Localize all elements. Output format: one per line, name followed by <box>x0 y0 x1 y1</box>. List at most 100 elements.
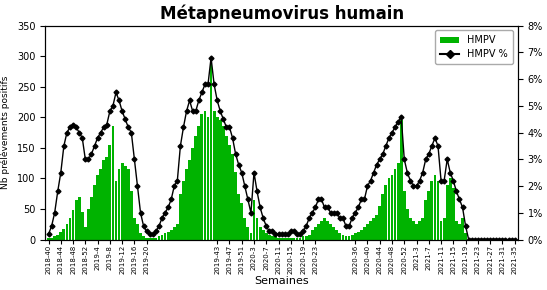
Bar <box>139 233 142 240</box>
Bar <box>326 221 329 240</box>
Bar <box>446 184 449 240</box>
Bar <box>372 218 375 240</box>
Bar <box>96 175 99 240</box>
Bar <box>394 169 397 240</box>
Bar <box>81 212 84 240</box>
Bar <box>222 126 225 240</box>
Bar <box>176 224 179 240</box>
Bar <box>339 233 341 240</box>
Bar <box>293 238 295 240</box>
Bar <box>228 145 231 240</box>
Bar <box>231 154 234 240</box>
Bar <box>333 227 335 240</box>
Bar <box>265 233 267 240</box>
Bar <box>440 221 443 240</box>
Bar <box>271 236 274 240</box>
Legend: HMPV, HMPV %: HMPV, HMPV % <box>435 30 513 64</box>
Bar <box>255 218 258 240</box>
Bar <box>391 175 393 240</box>
Bar <box>243 218 246 240</box>
Bar <box>268 235 271 240</box>
Bar <box>253 200 255 240</box>
Bar <box>133 218 136 240</box>
Bar <box>314 227 317 240</box>
Bar <box>154 238 157 240</box>
Bar <box>430 182 433 240</box>
Bar <box>161 235 164 240</box>
Bar <box>207 117 210 240</box>
Y-axis label: Nb prélèvements positifs: Nb prélèvements positifs <box>1 76 10 189</box>
Bar <box>167 232 170 240</box>
Bar <box>449 178 452 240</box>
Bar <box>240 203 243 240</box>
Bar <box>53 236 56 240</box>
Bar <box>357 232 359 240</box>
Bar <box>100 169 102 240</box>
Bar <box>106 157 108 240</box>
Bar <box>75 200 78 240</box>
Bar <box>148 238 151 240</box>
Bar <box>234 172 237 240</box>
Bar <box>299 238 301 240</box>
Bar <box>354 233 357 240</box>
Bar <box>421 218 424 240</box>
Bar <box>455 221 458 240</box>
Bar <box>191 148 194 240</box>
Bar <box>461 218 464 240</box>
Bar <box>274 236 277 240</box>
Bar <box>280 238 283 240</box>
Bar <box>427 191 430 240</box>
Bar <box>369 221 372 240</box>
Bar <box>375 215 378 240</box>
Bar <box>216 117 219 240</box>
Bar <box>170 230 172 240</box>
Bar <box>78 197 80 240</box>
Bar <box>203 111 206 240</box>
Bar <box>464 233 467 240</box>
Bar <box>400 120 403 240</box>
Bar <box>302 236 305 240</box>
Bar <box>247 227 249 240</box>
Bar <box>146 238 148 240</box>
Bar <box>197 126 200 240</box>
Bar <box>124 166 126 240</box>
Bar <box>283 238 286 240</box>
Bar <box>182 182 185 240</box>
Bar <box>379 206 381 240</box>
Bar <box>409 218 412 240</box>
Bar <box>130 191 133 240</box>
Bar <box>295 238 298 240</box>
Bar <box>329 224 332 240</box>
Bar <box>102 160 105 240</box>
Bar <box>90 197 93 240</box>
Bar <box>118 169 120 240</box>
Bar <box>397 163 399 240</box>
Bar <box>403 191 406 240</box>
Bar <box>121 163 124 240</box>
Bar <box>348 236 351 240</box>
Bar <box>363 227 366 240</box>
Bar <box>194 136 197 240</box>
Bar <box>308 235 311 240</box>
Bar <box>237 194 240 240</box>
Bar <box>458 224 461 240</box>
Bar <box>136 224 139 240</box>
Bar <box>142 236 145 240</box>
Bar <box>158 236 160 240</box>
Bar <box>188 160 191 240</box>
Bar <box>210 59 212 240</box>
Bar <box>366 224 369 240</box>
Bar <box>317 224 320 240</box>
Bar <box>112 126 114 240</box>
Bar <box>185 169 188 240</box>
Bar <box>415 224 418 240</box>
Bar <box>437 182 439 240</box>
Bar <box>47 238 50 240</box>
Bar <box>108 145 111 240</box>
Bar <box>201 114 203 240</box>
Bar <box>345 236 347 240</box>
Bar <box>173 227 176 240</box>
Bar <box>452 188 455 240</box>
Bar <box>60 232 62 240</box>
Bar <box>406 209 409 240</box>
